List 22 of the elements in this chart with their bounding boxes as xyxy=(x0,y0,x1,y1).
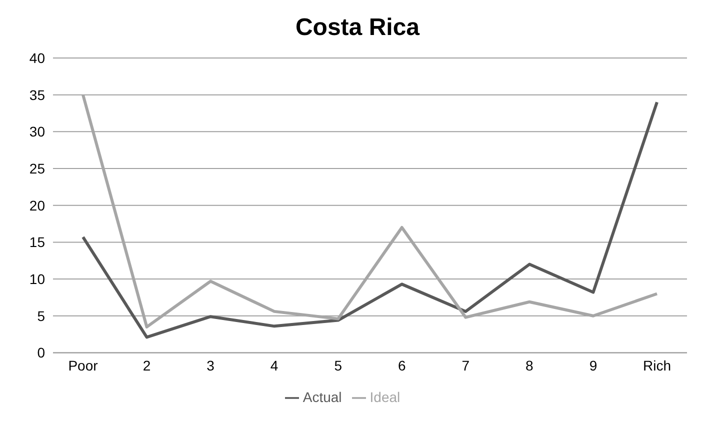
y-tick-label: 35 xyxy=(29,86,46,103)
x-tick-label: 5 xyxy=(334,358,342,374)
y-tick-label: 10 xyxy=(29,270,46,287)
y-tick-label: 20 xyxy=(29,197,46,214)
chart-title: Costa Rica xyxy=(294,13,421,43)
x-tick-label: 7 xyxy=(462,358,470,374)
x-tick-label: 2 xyxy=(142,358,151,374)
y-tick-label: 30 xyxy=(29,124,46,140)
legend-label: Ideal xyxy=(370,388,400,405)
x-tick-label: 9 xyxy=(589,358,598,374)
y-tick-label: 40 xyxy=(29,50,46,66)
x-tick-label: 4 xyxy=(270,358,278,374)
x-tick-label: Poor xyxy=(68,358,98,374)
x-tick-label: 8 xyxy=(526,358,534,374)
x-tick-label: 6 xyxy=(398,358,406,374)
x-tick-label: Rich xyxy=(642,358,672,374)
y-tick-label: 15 xyxy=(29,234,46,250)
legend-label: Actual xyxy=(302,388,342,405)
y-tick-label: 5 xyxy=(37,308,46,324)
x-tick-label: 3 xyxy=(206,358,215,374)
y-tick-label: 0 xyxy=(37,344,46,361)
y-tick-label: 25 xyxy=(29,160,46,176)
